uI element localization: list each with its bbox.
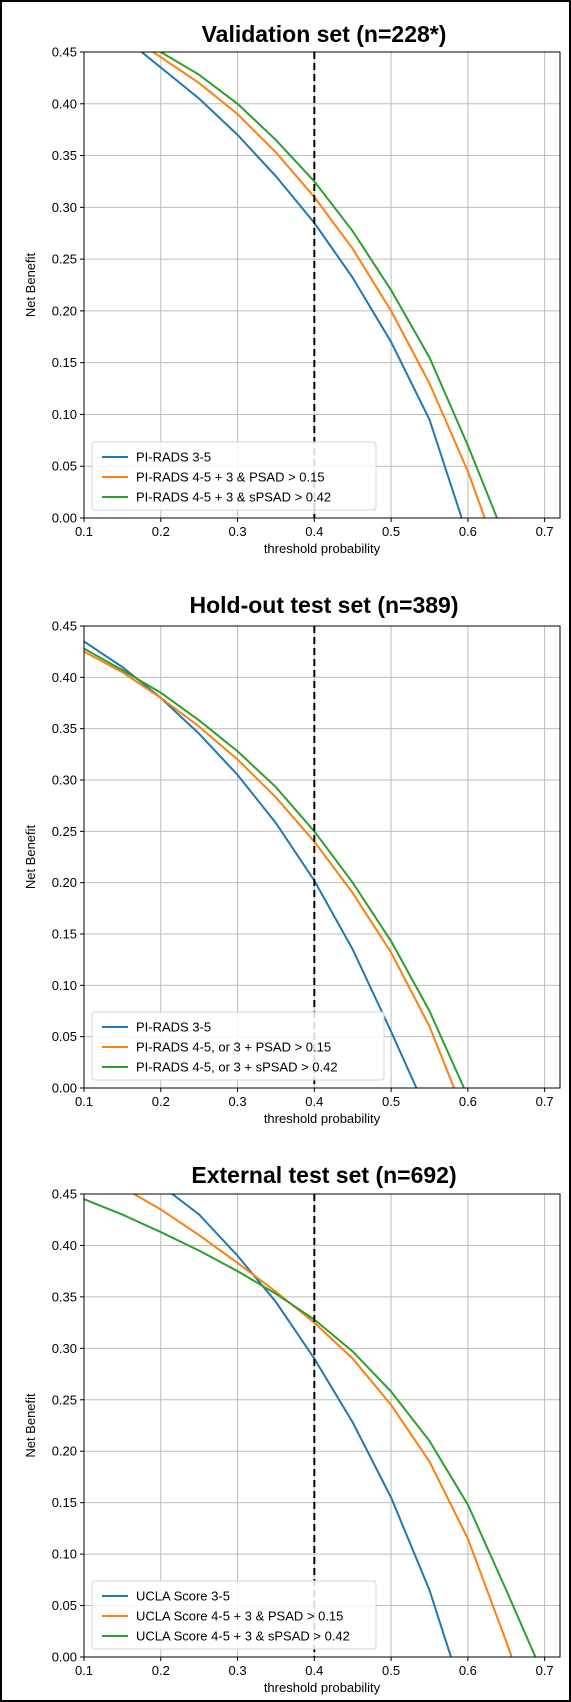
axes-frame — [83, 1193, 561, 1658]
x-tick-label: 0.2 — [152, 1094, 170, 1109]
y-tick-label: 0.15 — [52, 355, 77, 370]
y-tick-label: 0.45 — [52, 619, 77, 634]
x-tick-label: 0.2 — [152, 1663, 170, 1678]
series-line-2 — [84, 650, 455, 1088]
x-tick-label: 0.5 — [382, 524, 400, 539]
legend-label-2: UCLA Score 4-5 + 3 & PSAD > 0.15 — [136, 1609, 343, 1624]
axes-frame — [83, 625, 561, 1089]
y-tick-label: 0.20 — [52, 875, 77, 890]
y-tick-label: 0.05 — [52, 1598, 77, 1613]
y-tick-label: 0.10 — [52, 407, 77, 422]
y-tick-label: 0.30 — [52, 773, 77, 788]
y-tick-label: 0.40 — [52, 670, 77, 685]
x-tick-label: 0.3 — [229, 1663, 247, 1678]
legend-label-3: PI-RADS 4-5, or 3 + sPSAD > 0.42 — [136, 1060, 338, 1075]
y-axis-label: Net Benefit — [23, 252, 38, 317]
y-tick-label: 0.00 — [52, 1650, 77, 1665]
legend-label-2: PI-RADS 4-5, or 3 + PSAD > 0.15 — [136, 1040, 331, 1055]
x-tick-label: 0.1 — [75, 524, 93, 539]
x-tick-label: 0.7 — [536, 1094, 554, 1109]
y-tick-label: 0.30 — [52, 1341, 77, 1356]
series-line-3 — [160, 52, 498, 518]
x-axis-label: threshold probability — [264, 1111, 381, 1126]
x-tick-label: 0.6 — [459, 524, 477, 539]
x-tick-label: 0.6 — [459, 1663, 477, 1678]
y-axis-label: Net Benefit — [23, 824, 38, 889]
y-tick-label: 0.45 — [52, 45, 77, 60]
y-tick-label: 0.15 — [52, 927, 77, 942]
series-line-1 — [171, 1194, 452, 1657]
chart-panel-2: 0.1 0.2 0.3 0.4 0.5 0.6 0.7 0.00 0.05 0.10 0.15 0.2… — [23, 592, 561, 1126]
legend: PI-RADS 3-5 PI-RADS 4-5, or 3 + PSAD > 0.… — [91, 1011, 385, 1081]
chart-panel-1: 0.1 0.2 0.3 0.4 0.5 0.6 0.7 0.00 0.05 0.10 0.15 0.2… — [23, 21, 561, 556]
x-axis-label: threshold probability — [264, 1680, 381, 1695]
x-tick-label: 0.4 — [305, 1094, 323, 1109]
x-axis-label: threshold probability — [264, 541, 381, 556]
x-tick-label: 0.4 — [305, 1663, 323, 1678]
y-tick-label: 0.10 — [52, 978, 77, 993]
y-axis-label: Net Benefit — [23, 1393, 38, 1458]
x-tick-label: 0.3 — [229, 1094, 247, 1109]
x-tick-label: 0.7 — [536, 524, 554, 539]
legend-label-1: PI-RADS 3-5 — [136, 1020, 211, 1035]
y-tick-label: 0.35 — [52, 1289, 77, 1304]
y-tick-label: 0.15 — [52, 1495, 77, 1510]
legend: PI-RADS 3-5 PI-RADS 4-5 + 3 & PSAD > 0.15… — [91, 441, 377, 511]
legend: UCLA Score 3-5 UCLA Score 4-5 + 3 & PSAD … — [91, 1580, 377, 1650]
series-line-1 — [140, 52, 463, 518]
y-tick-label: 0.05 — [52, 459, 77, 474]
y-tick-label: 0.10 — [52, 1547, 77, 1562]
y-tick-label: 0.35 — [52, 148, 77, 163]
y-tick-label: 0.25 — [52, 1392, 77, 1407]
y-tick-label: 0.25 — [52, 252, 77, 267]
x-tick-label: 0.2 — [152, 524, 170, 539]
y-tick-label: 0.00 — [52, 511, 77, 526]
chart-panel-3: 0.1 0.2 0.3 0.4 0.5 0.6 0.7 0.00 0.05 0.10 0.15 0.2… — [23, 1162, 561, 1695]
y-tick-label: 0.20 — [52, 1444, 77, 1459]
legend-box — [91, 441, 377, 511]
legend-label-2: PI-RADS 4-5 + 3 & PSAD > 0.15 — [136, 470, 325, 485]
series-line-2 — [133, 1194, 513, 1657]
legend-box — [91, 1011, 385, 1081]
x-tick-label: 0.7 — [536, 1663, 554, 1678]
y-tick-label: 0.00 — [52, 1081, 77, 1096]
legend-label-1: UCLA Score 3-5 — [136, 1589, 230, 1604]
x-tick-label: 0.5 — [382, 1663, 400, 1678]
chart-title: Validation set (n=228*) — [202, 21, 447, 47]
y-tick-label: 0.45 — [52, 1187, 77, 1202]
y-tick-label: 0.35 — [52, 721, 77, 736]
x-tick-label: 0.1 — [75, 1663, 93, 1678]
plot-area — [84, 640, 465, 1088]
legend-label-1: PI-RADS 3-5 — [136, 450, 211, 465]
chart-title: Hold-out test set (n=389) — [189, 592, 458, 618]
y-tick-label: 0.40 — [52, 1238, 77, 1253]
x-tick-label: 0.1 — [75, 1094, 93, 1109]
legend-label-3: PI-RADS 4-5 + 3 & sPSAD > 0.42 — [136, 490, 331, 505]
x-tick-label: 0.4 — [305, 524, 323, 539]
y-tick-label: 0.40 — [52, 96, 77, 111]
y-tick-label: 0.05 — [52, 1029, 77, 1044]
legend-label-3: UCLA Score 4-5 + 3 & sPSAD > 0.42 — [136, 1629, 350, 1644]
chart-title: External test set (n=692) — [191, 1162, 456, 1188]
axes-frame — [83, 51, 561, 519]
x-tick-label: 0.5 — [382, 1094, 400, 1109]
x-tick-label: 0.6 — [459, 1094, 477, 1109]
legend-box — [91, 1580, 377, 1650]
y-tick-label: 0.25 — [52, 824, 77, 839]
series-line-3 — [84, 647, 465, 1088]
y-tick-label: 0.20 — [52, 303, 77, 318]
y-tick-label: 0.30 — [52, 200, 77, 215]
x-tick-label: 0.3 — [229, 524, 247, 539]
